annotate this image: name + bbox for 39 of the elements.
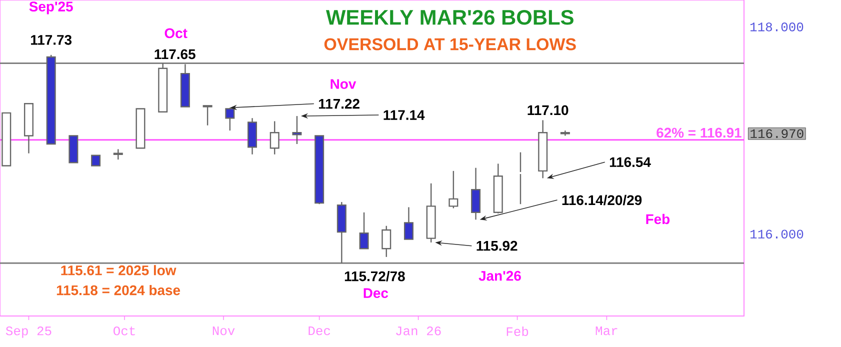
- candlestick: [202, 105, 212, 126]
- annotation: 117.14: [384, 110, 425, 120]
- annotation: 115.72/78: [344, 270, 405, 282]
- annotation: Jan'26: [478, 270, 521, 281]
- candlestick: [448, 170, 458, 209]
- annotation: 115.18 = 2024 base: [56, 284, 180, 296]
- text: OVERSOLD AT 15-YEAR LOWS: [324, 38, 576, 50]
- annotation: Feb: [646, 214, 670, 224]
- annotation: 117.22: [318, 98, 360, 109]
- annotation: 115.61 = 2025 low: [61, 265, 176, 276]
- x-tick-label: Mar: [596, 326, 618, 336]
- annotation: Oct: [164, 28, 188, 38]
- candlestick: [225, 107, 235, 132]
- candlestick: [113, 148, 123, 160]
- annotation: 116.14/20/29: [562, 194, 642, 206]
- annotation: Dec: [364, 288, 388, 298]
- candlestick: [382, 225, 392, 258]
- ref-line-label: 62% = 116.91: [656, 128, 742, 138]
- x-tick-label: Feb: [506, 326, 528, 336]
- annotation: 117.73: [31, 34, 72, 45]
- candlestick: [404, 206, 414, 240]
- x-tick-label: Sep 25: [6, 326, 52, 338]
- text: 116.970: [750, 129, 804, 138]
- annotation: 117.65: [154, 49, 196, 60]
- candlestick: [359, 212, 369, 250]
- x-tick-label: Oct: [114, 326, 135, 336]
- y-tick-label: 118.000: [750, 22, 804, 32]
- candlestick: [270, 120, 280, 155]
- x-tick-label: Dec: [308, 326, 330, 336]
- x-tick-label: Jan 26: [396, 326, 441, 336]
- annotation: Sep'25: [29, 2, 73, 14]
- annotation: 116.54: [610, 157, 651, 168]
- annotation: 115.92: [476, 240, 518, 251]
- x-tick-label: Nov: [212, 326, 235, 336]
- annotation: Nov: [330, 79, 356, 89]
- annotation: 117.10: [528, 105, 568, 116]
- chart-title: WEEKLY MAR'26 BOBLS: [326, 10, 574, 25]
- candlestick: [91, 154, 101, 166]
- y-tick-label: 116.000: [750, 230, 804, 239]
